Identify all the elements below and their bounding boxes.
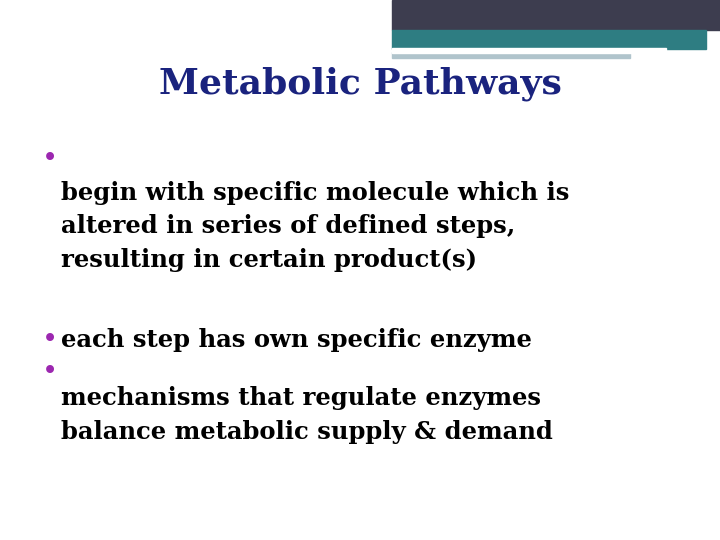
Text: each step has own specific enzyme: each step has own specific enzyme [61,328,532,352]
Text: begin with specific molecule which is
altered in series of defined steps,
result: begin with specific molecule which is al… [61,181,570,272]
Text: •: • [42,146,58,173]
Bar [392,30,706,49]
Text: •: • [42,327,58,354]
Bar [392,52,630,58]
Bar [392,49,666,53]
Text: mechanisms that regulate enzymes
balance metabolic supply & demand: mechanisms that regulate enzymes balance… [61,386,553,443]
Bar [392,0,720,30]
Text: Metabolic Pathways: Metabolic Pathways [158,66,562,101]
Text: •: • [42,359,58,386]
